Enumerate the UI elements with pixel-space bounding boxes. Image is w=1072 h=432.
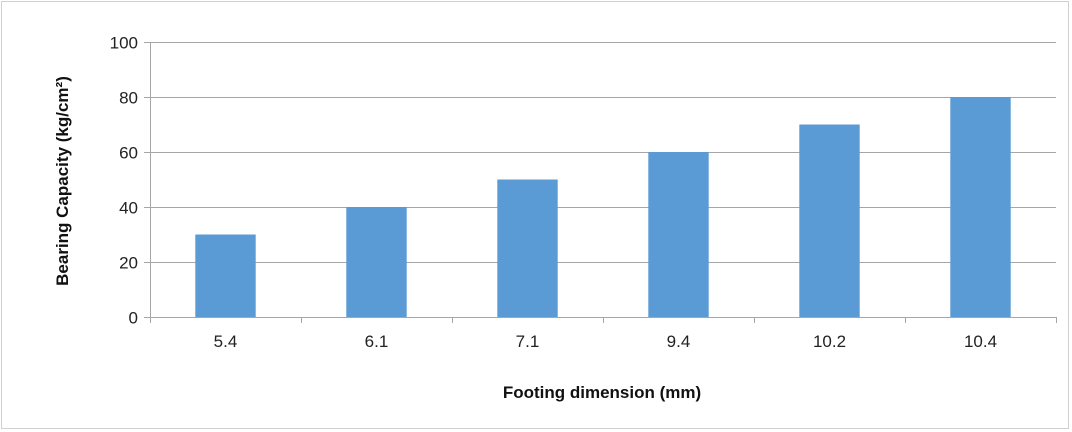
y-tick-label: 80 <box>119 89 138 108</box>
y-tick-label: 20 <box>119 254 138 273</box>
y-tick-label: 60 <box>119 144 138 163</box>
x-tick-label: 9.4 <box>667 332 691 351</box>
x-tick-label: 5.4 <box>214 332 238 351</box>
bar <box>950 97 1011 317</box>
x-tick-label: 7.1 <box>516 332 540 351</box>
x-tick-label: 10.2 <box>813 332 846 351</box>
y-tick-label: 40 <box>119 199 138 218</box>
bar <box>799 124 860 317</box>
bar <box>346 207 407 317</box>
y-tick-label: 100 <box>110 34 138 53</box>
x-tick-label: 6.1 <box>365 332 389 351</box>
x-tick-label: 10.4 <box>964 332 997 351</box>
bars <box>195 97 1011 317</box>
bar <box>195 234 256 317</box>
gridlines <box>150 42 1056 263</box>
bar <box>648 152 709 317</box>
axes <box>144 42 1057 323</box>
x-tick-labels: 5.4 6.1 7.1 9.4 10.2 10.4 <box>214 332 997 351</box>
y-tick-label: 0 <box>129 309 138 328</box>
bar <box>497 179 558 317</box>
y-axis-title: Bearing Capacity (kg/cm²) <box>53 76 72 286</box>
y-tick-labels: 0 20 40 60 80 100 <box>110 34 138 328</box>
x-axis-title: Footing dimension (mm) <box>503 383 701 402</box>
